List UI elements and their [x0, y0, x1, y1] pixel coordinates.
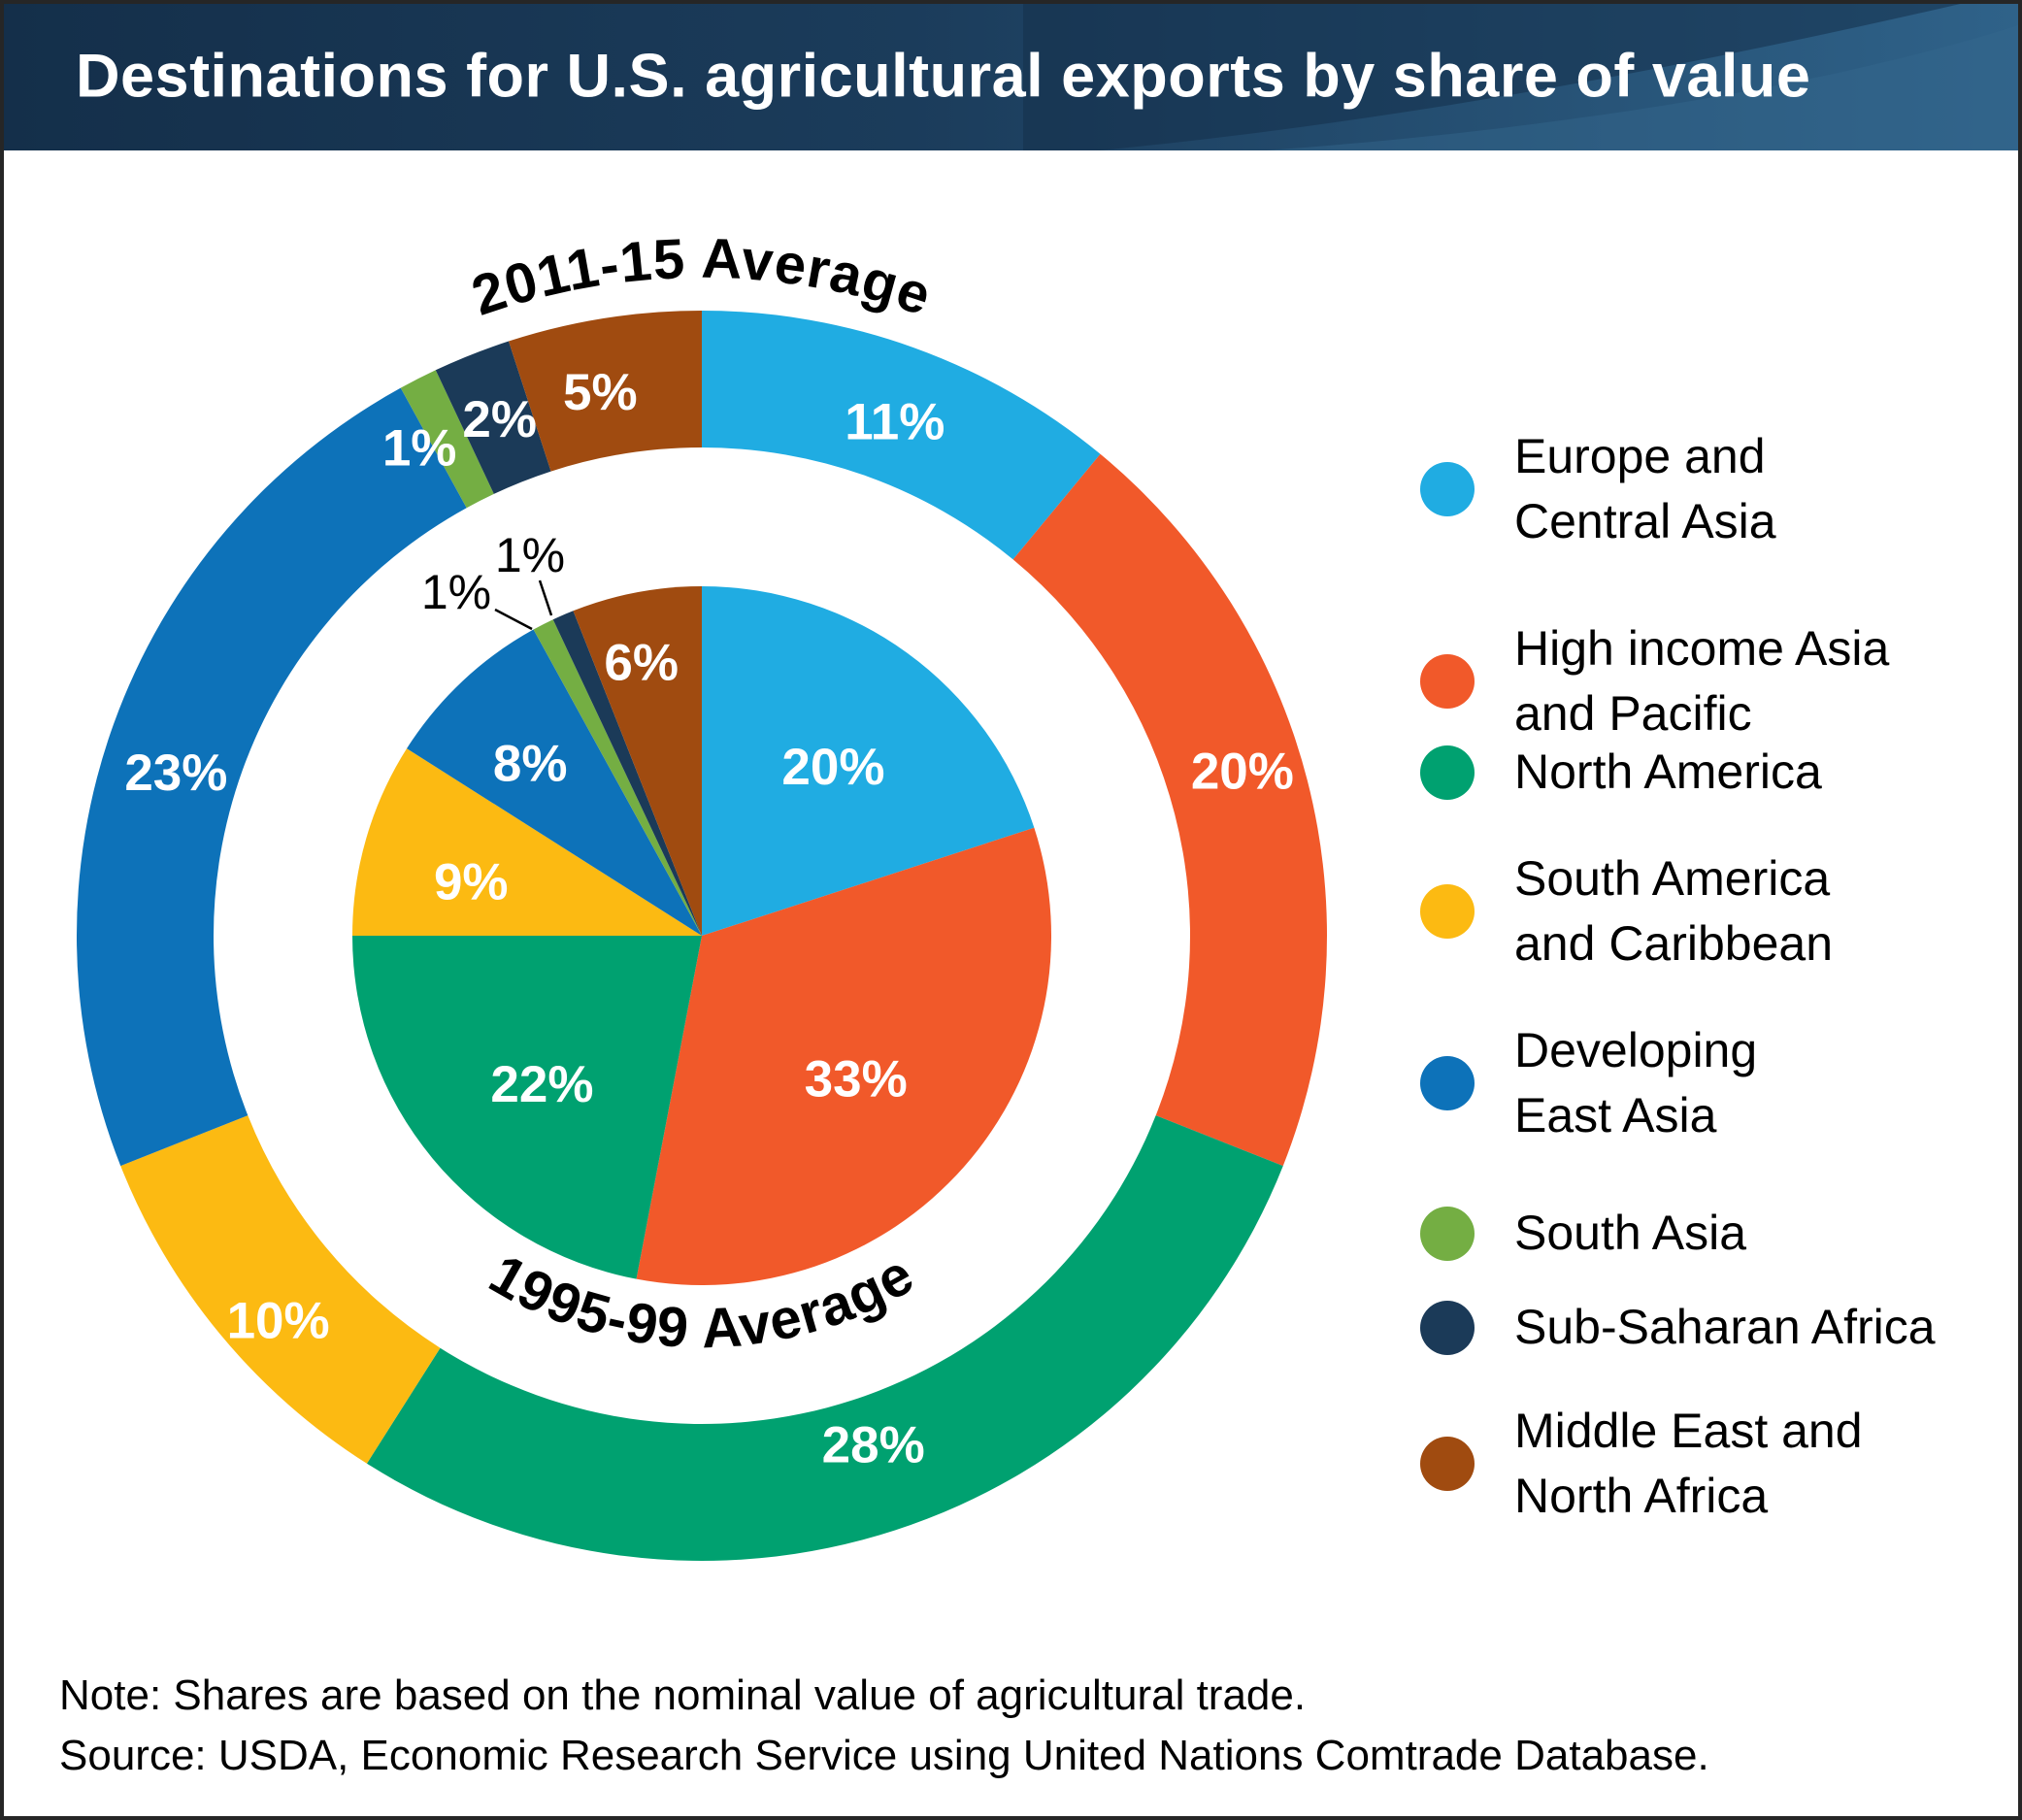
legend-label-line: North Africa — [1514, 1469, 1769, 1523]
outer-ring-segment-developing-east-asia — [76, 387, 467, 1167]
double-donut-chart: 11%20%28%10%23%1%2% 5%20%33%22%9%8%6%1%1%… — [76, 227, 1327, 1561]
inner-pie-wedge-south-america-and-caribbean — [352, 748, 702, 936]
legend-label-line: and Caribbean — [1514, 916, 1834, 971]
outer-ring-segment-south-asia — [400, 370, 494, 509]
legend-item-sub-saharan-africa: Sub-Saharan Africa — [1420, 1295, 1936, 1360]
inner-pie-wedge-sub-saharan-africa — [552, 611, 702, 936]
legend-label: North America — [1514, 740, 1822, 805]
outer-ring-segment-high-income-asia-and-pacific — [1012, 453, 1327, 1167]
outer-ring-value-label: 5% — [563, 364, 638, 421]
legend-label: Middle East and North Africa — [1514, 1399, 1863, 1529]
legend-label: Developing East Asia — [1514, 1018, 1757, 1148]
inner-pie-value-label: 6% — [604, 634, 679, 691]
legend-swatch-circle-icon — [1420, 1300, 1475, 1355]
legend-label: Europe and Central Asia — [1514, 424, 1776, 554]
inner-pie-value-label: 20% — [781, 739, 884, 796]
legend-label-line: Middle East and — [1514, 1404, 1863, 1458]
legend-item-south-asia: South Asia — [1420, 1201, 1746, 1266]
legend-swatch-circle-icon — [1420, 745, 1475, 800]
inner-pie-value-label: 22% — [490, 1056, 593, 1113]
outer-ring-segment-sub-saharan-africa — [435, 341, 551, 494]
outer-ring-value-label: 10% — [227, 1293, 330, 1350]
banner-swoosh-decoration — [1023, 4, 2018, 150]
chart-footnotes: Note: Shares are based on the nominal va… — [59, 1666, 1709, 1786]
legend-label: South America and Caribbean — [1514, 846, 1833, 976]
legend-label-line: Central Asia — [1514, 494, 1776, 548]
legend-swatch-circle-icon — [1420, 462, 1475, 516]
legend-item-europe-and-central-asia: Europe and Central Asia — [1420, 424, 1776, 554]
inner-pie-value-label: 8% — [493, 736, 568, 793]
legend-swatch-circle-icon — [1420, 654, 1475, 709]
legend-item-north-america: North America — [1420, 740, 1822, 805]
inner-pie-wedge-north-america — [352, 936, 702, 1279]
inner-pie-value-label: 33% — [805, 1050, 908, 1108]
outer-ring-value-label: 2% — [462, 391, 537, 448]
legend-label: High income Asia and Pacific — [1514, 616, 1889, 746]
outer-ring-value-label: 11% — [845, 394, 945, 451]
outer-ring-segment-europe-and-central-asia — [702, 311, 1101, 560]
legend-item-middle-east-and-north-africa: Middle East and North Africa — [1420, 1399, 1863, 1529]
outer-ring-value-label: 28% — [822, 1417, 925, 1474]
inner-pie-wedge-europe-and-central-asia — [702, 586, 1035, 936]
page-title: Destinations for U.S. agricultural expor… — [76, 42, 1811, 111]
inner-pie-wedge-developing-east-asia — [407, 629, 702, 936]
legend-label-line: Developing — [1514, 1023, 1758, 1077]
legend-label-line: North America — [1514, 745, 1822, 799]
legend-label-line: South America — [1514, 851, 1831, 906]
legend-swatch-circle-icon — [1420, 1437, 1475, 1491]
inner-pie-wedge-middle-east-and-north-africa — [573, 586, 702, 936]
legend-label: Sub-Saharan Africa — [1514, 1295, 1936, 1360]
inner-pie-wedge-south-asia — [533, 619, 702, 936]
callout-value-label: 1% — [495, 528, 565, 582]
outer-ring-value-label: 20% — [1191, 743, 1294, 800]
outer-ring-value-label: 23% — [124, 745, 227, 802]
callout-leader-line — [494, 608, 533, 631]
legend-item-developing-east-asia: Developing East Asia — [1420, 1018, 1757, 1148]
legend-swatch-circle-icon — [1420, 1056, 1475, 1110]
legend-label-line: High income Asia — [1514, 621, 1890, 676]
callout-value-label: 1% — [421, 565, 491, 619]
legend-item-high-income-asia-and-pacific: High income Asia and Pacific — [1420, 616, 1889, 746]
legend-label-line: Sub-Saharan Africa — [1514, 1300, 1936, 1354]
outer-ring-value-label: 1% — [382, 420, 457, 478]
legend-label-line: and Pacific — [1514, 686, 1752, 741]
legend-label-line: Europe and — [1514, 429, 1766, 483]
callout-leader-line — [538, 579, 553, 616]
legend-swatch-circle-icon — [1420, 884, 1475, 939]
inner-pie-wedge-high-income-asia-and-pacific — [636, 827, 1051, 1285]
legend-swatch-circle-icon — [1420, 1206, 1475, 1261]
header-banner: Destinations for U.S. agricultural expor… — [4, 4, 2018, 150]
legend-label: South Asia — [1514, 1201, 1746, 1266]
outer-ring-segment-south-america-and-caribbean — [120, 1115, 441, 1464]
outer-ring-segment-north-america — [366, 1115, 1283, 1561]
note-line: Note: Shares are based on the nominal va… — [59, 1671, 1307, 1719]
outer-ring-segment-middle-east-and-north-africa — [508, 311, 702, 472]
legend-label-line: East Asia — [1514, 1088, 1717, 1142]
source-line: Source: USDA, Economic Research Service … — [59, 1732, 1709, 1779]
legend-label-line: South Asia — [1514, 1206, 1747, 1260]
legend-item-south-america-and-caribbean: South America and Caribbean — [1420, 846, 1833, 976]
inner-pie-value-label: 9% — [434, 854, 509, 911]
